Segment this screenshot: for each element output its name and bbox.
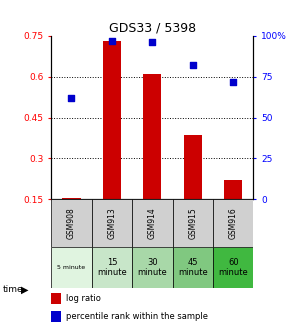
Bar (132, 247, 173, 288)
Bar (103, 42, 121, 199)
Bar (51, 199, 92, 247)
Point (110, 38, 114, 43)
Bar (184, 135, 202, 199)
Point (69, 95, 74, 101)
Bar (173, 199, 213, 247)
Point (150, 40, 155, 45)
Text: ▶: ▶ (21, 284, 29, 294)
Text: GSM908: GSM908 (67, 207, 76, 239)
Title: GDS33 / 5398: GDS33 / 5398 (109, 22, 196, 35)
Bar (92, 247, 132, 288)
Text: GSM915: GSM915 (188, 207, 197, 239)
Text: 30
minute: 30 minute (137, 258, 167, 277)
Text: 5 minute: 5 minute (57, 265, 86, 270)
Text: log ratio: log ratio (67, 294, 101, 303)
Bar (224, 180, 242, 199)
Text: GSM913: GSM913 (108, 207, 116, 239)
Bar (92, 199, 132, 247)
Text: GSM914: GSM914 (148, 207, 157, 239)
Text: GSM916: GSM916 (229, 207, 238, 239)
Text: 15
minute: 15 minute (97, 258, 127, 277)
Bar (173, 247, 213, 288)
Text: 60
minute: 60 minute (218, 258, 248, 277)
Text: percentile rank within the sample: percentile rank within the sample (67, 312, 208, 321)
Bar (213, 199, 253, 247)
Bar (132, 199, 173, 247)
Bar (51, 247, 92, 288)
Bar (51, 311, 62, 322)
Bar (62, 198, 81, 199)
Point (190, 63, 195, 68)
Point (231, 79, 236, 84)
Text: time: time (3, 285, 23, 294)
Bar (213, 247, 253, 288)
Bar (143, 74, 161, 199)
Text: 45
minute: 45 minute (178, 258, 208, 277)
Bar (51, 293, 62, 304)
